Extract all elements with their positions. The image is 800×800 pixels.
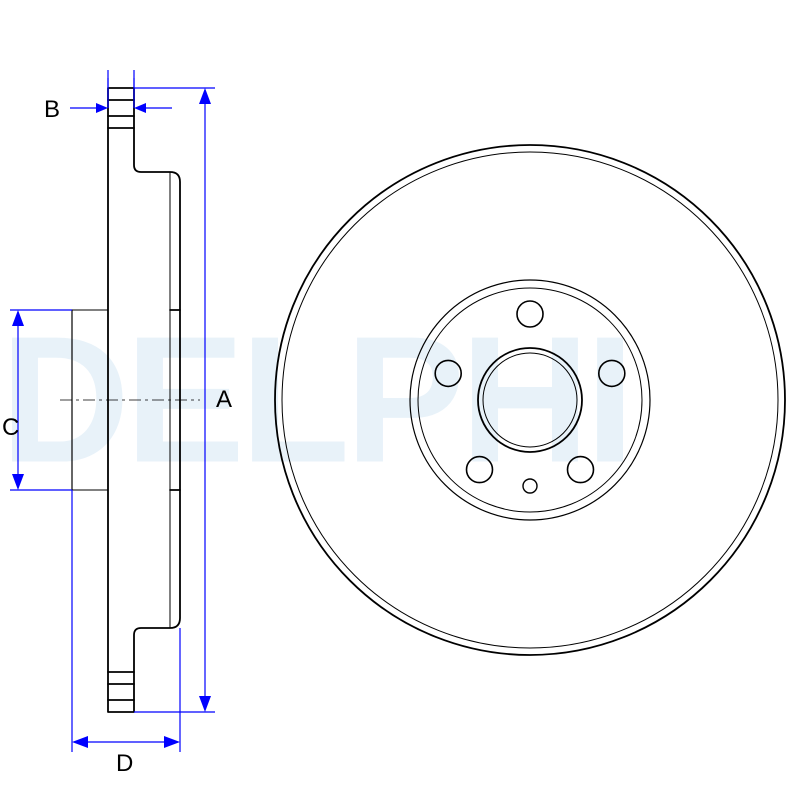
locator-hole: [523, 479, 537, 493]
label-A: A: [216, 386, 232, 414]
bolt-holes: [435, 301, 625, 483]
disc-face-view: [275, 145, 785, 655]
diagram-svg: [0, 0, 800, 800]
label-B: B: [44, 96, 60, 124]
label-C: C: [2, 414, 19, 442]
label-D: D: [116, 750, 133, 778]
dim-B: [70, 70, 172, 113]
